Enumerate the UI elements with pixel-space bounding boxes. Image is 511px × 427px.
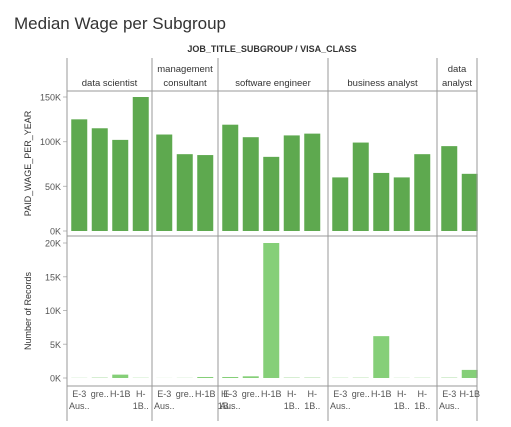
bar <box>197 155 214 231</box>
bar <box>352 142 369 231</box>
category-label: 1B.. <box>218 401 234 411</box>
bar <box>373 172 390 231</box>
column-header: JOB_TITLE_SUBGROUP / VISA_CLASS <box>187 44 356 54</box>
category-label: H- <box>287 389 297 399</box>
category-label: gre.. <box>91 389 109 399</box>
category-label: Aus.. <box>69 401 90 411</box>
y-tick-label: 100K <box>40 137 61 147</box>
category-label: H- <box>397 389 407 399</box>
y-tick-label: 15K <box>45 272 61 282</box>
category-label: H- <box>221 389 231 399</box>
group-label: software engineer <box>235 78 311 89</box>
bar <box>112 139 129 231</box>
category-label: E-3 <box>442 389 456 399</box>
y-tick-label: 20K <box>45 239 61 249</box>
bar <box>263 156 280 231</box>
bar <box>176 154 193 231</box>
group-label: management <box>157 64 213 75</box>
category-label: 1B.. <box>394 401 410 411</box>
group-label: data <box>448 64 467 75</box>
category-label: H- <box>136 389 146 399</box>
group-label: consultant <box>163 78 207 89</box>
category-label: H- <box>418 389 428 399</box>
bar <box>132 97 149 231</box>
bar <box>242 137 259 231</box>
chart-title: Median Wage per Subgroup <box>14 14 227 33</box>
y-tick-label: 0K <box>50 227 61 237</box>
y-tick-label: 150K <box>40 93 61 103</box>
category-label: 1B.. <box>133 401 149 411</box>
bar <box>197 376 214 378</box>
bar <box>304 133 321 231</box>
category-label: H-1B <box>459 389 480 399</box>
bar <box>222 376 239 378</box>
category-label: gre.. <box>352 389 370 399</box>
group-label: business analyst <box>347 78 418 89</box>
bar <box>441 146 458 231</box>
bar <box>156 134 173 231</box>
category-label: H-1B <box>110 389 131 399</box>
category-label: 1B.. <box>414 401 430 411</box>
y-axis-title: PAID_WAGE_PER_YEAR <box>23 110 33 216</box>
category-label: gre.. <box>242 389 260 399</box>
category-label: H-1B <box>261 389 282 399</box>
y-tick-label: 0K <box>50 374 61 384</box>
group-label: analyst <box>442 78 472 89</box>
category-label: 1B.. <box>284 401 300 411</box>
bar <box>263 243 280 378</box>
category-label: E-3 <box>72 389 86 399</box>
category-label: Aus.. <box>220 401 241 411</box>
bar <box>393 177 410 231</box>
bar <box>373 336 390 378</box>
category-label: gre.. <box>176 389 194 399</box>
bar <box>112 374 129 378</box>
bar <box>332 177 349 231</box>
category-label: E-3 <box>223 389 237 399</box>
bar <box>414 154 431 231</box>
category-label: H-1B <box>371 389 392 399</box>
y-tick-label: 10K <box>45 306 61 316</box>
bar <box>461 369 478 378</box>
bar <box>91 128 108 231</box>
y-tick-label: 5K <box>50 340 61 350</box>
bar <box>461 173 478 231</box>
y-axis-title: Number of Records <box>23 271 33 350</box>
bar <box>283 135 300 231</box>
category-label: 1B.. <box>304 401 320 411</box>
category-label: E-3 <box>333 389 347 399</box>
bar <box>242 376 259 378</box>
category-label: Aus.. <box>439 401 460 411</box>
category-label: Aus.. <box>154 401 175 411</box>
bar <box>71 119 88 231</box>
category-label: H- <box>308 389 318 399</box>
category-label: Aus.. <box>330 401 351 411</box>
y-tick-label: 50K <box>45 182 61 192</box>
bar <box>222 124 239 231</box>
group-label: data scientist <box>82 78 138 89</box>
category-label: E-3 <box>157 389 171 399</box>
category-label: H-1B <box>195 389 216 399</box>
